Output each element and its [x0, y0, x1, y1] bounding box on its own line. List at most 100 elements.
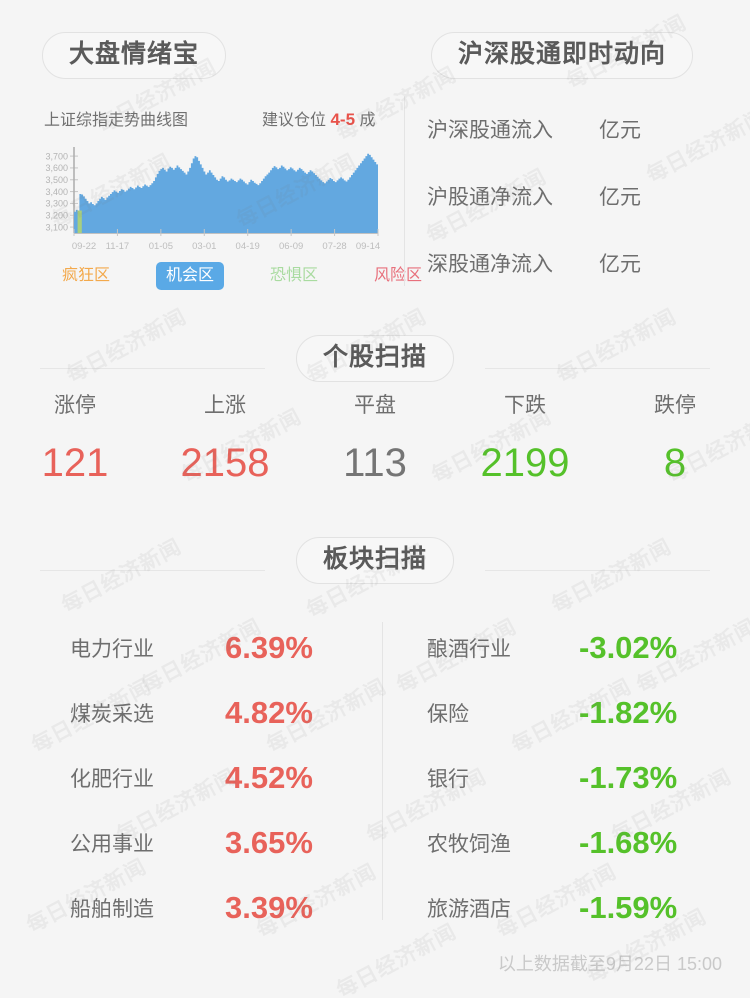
- stock-scan-title: 个股扫描: [295, 335, 454, 382]
- sector-row[interactable]: 公用事业 3.65%: [0, 810, 375, 875]
- sector-row[interactable]: 煤炭采选 4.82%: [0, 680, 375, 745]
- svg-text:3,100: 3,100: [45, 222, 68, 232]
- stock-scan-header: 个股扫描: [0, 335, 750, 401]
- index-trend-chart: 3,700 3,600 3,500 3,400 3,300 3,200 3,100 09-2…: [34, 145, 382, 260]
- flow-label: 深股通净流入: [427, 253, 553, 276]
- flow-unit: 亿元: [599, 119, 641, 142]
- sector-change: 3.65%: [225, 824, 313, 860]
- svg-text:3,300: 3,300: [45, 199, 68, 209]
- stock-scan-cell-unchanged: 平盘 113: [300, 395, 450, 483]
- sector-gainers-column: 电力行业 6.39% 煤炭采选 4.82% 化肥行业 4.52% 公用事业 3.…: [0, 600, 375, 940]
- sector-name: 酿酒行业: [427, 637, 511, 661]
- sector-scan-body: 电力行业 6.39% 煤炭采选 4.82% 化肥行业 4.52% 公用事业 3.…: [0, 600, 750, 940]
- data-timestamp-note: 以上数据截至9月22日 15:00: [497, 954, 722, 974]
- sector-name: 船舶制造: [70, 897, 154, 921]
- sector-column-divider: [382, 622, 383, 920]
- sector-change: 4.82%: [225, 694, 313, 730]
- stock-scan-label: 下跌: [504, 394, 546, 417]
- svg-text:09-14: 09-14: [356, 241, 380, 252]
- sector-scan-header: 板块扫描: [0, 537, 750, 603]
- sector-change: -3.02%: [579, 629, 678, 665]
- svg-text:06-09: 06-09: [279, 241, 303, 252]
- flow-row: 深股通净流入 亿元: [427, 248, 641, 278]
- sentiment-panel-title-wrap: 大盘情绪宝: [42, 32, 227, 79]
- panel-divider: [404, 96, 405, 286]
- stock-scan-label: 上涨: [204, 394, 246, 417]
- flow-row: 沪股通净流入 亿元: [427, 181, 641, 211]
- svg-text:03-01: 03-01: [192, 241, 216, 252]
- sector-name: 银行: [427, 767, 469, 791]
- zone-risk[interactable]: 风险区: [374, 267, 423, 284]
- sector-change: 6.39%: [225, 629, 313, 665]
- northbound-panel: 沪深股通即时动向 沪深股通流入 亿元 沪股通净流入 亿元 深股通净流入 亿元: [400, 0, 750, 310]
- sector-row[interactable]: 船舶制造 3.39%: [0, 875, 375, 940]
- zone-fear[interactable]: 恐惧区: [270, 267, 319, 284]
- sentiment-panel-title: 大盘情绪宝: [42, 32, 227, 79]
- svg-text:3,500: 3,500: [45, 175, 68, 185]
- chart-area-series: [74, 153, 378, 233]
- northbound-panel-title-wrap: 沪深股通即时动向: [431, 32, 694, 79]
- sector-row[interactable]: 保险 -1.82%: [375, 680, 750, 745]
- svg-text:3,700: 3,700: [45, 151, 68, 161]
- sector-name: 化肥行业: [70, 767, 154, 791]
- sector-change: -1.73%: [579, 759, 678, 795]
- stock-scan-label: 涨停: [54, 394, 96, 417]
- sector-row[interactable]: 旅游酒店 -1.59%: [375, 875, 750, 940]
- svg-text:07-28: 07-28: [322, 241, 346, 252]
- sector-row[interactable]: 农牧饲渔 -1.68%: [375, 810, 750, 875]
- sector-name: 旅游酒店: [427, 897, 511, 921]
- stock-scan-value: 2158: [180, 441, 270, 485]
- sector-change: -1.68%: [579, 824, 678, 860]
- sector-losers-column: 酿酒行业 -3.02% 保险 -1.82% 银行 -1.73% 农牧饲渔 -1.…: [375, 600, 750, 940]
- stock-scan-value: 121: [41, 441, 109, 485]
- stock-scan-value: 2199: [480, 441, 570, 485]
- zone-chance[interactable]: 机会区: [156, 262, 225, 290]
- divider-left: [40, 368, 265, 369]
- flow-row: 沪深股通流入 亿元: [427, 114, 641, 144]
- svg-text:09-22: 09-22: [72, 241, 96, 252]
- suggested-position-value: 4-5: [330, 110, 356, 129]
- stock-scan-cell-limit-down: 跌停 8: [600, 395, 750, 483]
- flow-label: 沪深股通流入: [427, 119, 553, 142]
- sector-name: 电力行业: [70, 637, 154, 661]
- stock-scan-cell-limit-up: 涨停 121: [0, 395, 150, 483]
- sector-row[interactable]: 化肥行业 4.52%: [0, 745, 375, 810]
- flow-label: 沪股通净流入: [427, 186, 553, 209]
- sector-change: -1.82%: [579, 694, 678, 730]
- northbound-panel-title: 沪深股通即时动向: [431, 32, 694, 79]
- suggested-position: 建议仓位 4-5 成: [262, 106, 376, 130]
- flow-unit: 亿元: [599, 253, 641, 276]
- stock-scan-row: 涨停 121 上涨 2158 平盘 113 下跌 2199 跌停 8: [0, 395, 750, 483]
- sector-name: 公用事业: [70, 832, 154, 856]
- svg-text:3,200: 3,200: [45, 210, 68, 220]
- chart-caption: 上证综指走势曲线图: [44, 112, 189, 129]
- suggested-position-label: 建议仓位: [262, 112, 327, 129]
- stock-scan-label: 跌停: [654, 394, 696, 417]
- svg-text:3,400: 3,400: [45, 187, 68, 197]
- stock-scan-cell-advancing: 上涨 2158: [150, 395, 300, 483]
- suggested-position-unit: 成: [359, 112, 376, 129]
- zone-crazy[interactable]: 疯狂区: [62, 267, 111, 284]
- sector-name: 农牧饲渔: [427, 832, 511, 856]
- sector-name: 保险: [427, 702, 469, 726]
- sector-change: 4.52%: [225, 759, 313, 795]
- svg-text:3,600: 3,600: [45, 163, 68, 173]
- sector-row[interactable]: 银行 -1.73%: [375, 745, 750, 810]
- sentiment-panel: 大盘情绪宝 上证综指走势曲线图 建议仓位 4-5 成 3,700 3,600 3,5…: [0, 0, 422, 310]
- chart-start-marker: [77, 210, 82, 233]
- sector-row[interactable]: 电力行业 6.39%: [0, 615, 375, 680]
- svg-text:11-17: 11-17: [106, 241, 130, 252]
- sector-change: -1.59%: [579, 889, 678, 925]
- sector-name: 煤炭采选: [70, 702, 154, 726]
- sector-scan-title: 板块扫描: [295, 537, 454, 584]
- sector-row[interactable]: 酿酒行业 -3.02%: [375, 615, 750, 680]
- top-section: 大盘情绪宝 上证综指走势曲线图 建议仓位 4-5 成 3,700 3,600 3,5…: [0, 0, 750, 310]
- divider-right: [485, 570, 710, 571]
- svg-text:01-05: 01-05: [149, 241, 173, 252]
- sentiment-zone-legend: 疯狂区 机会区 恐惧区 风险区: [52, 262, 422, 290]
- svg-text:04-19: 04-19: [236, 241, 260, 252]
- sector-change: 3.39%: [225, 889, 313, 925]
- stock-scan-value: 8: [663, 441, 687, 485]
- stock-scan-cell-declining: 下跌 2199: [450, 395, 600, 483]
